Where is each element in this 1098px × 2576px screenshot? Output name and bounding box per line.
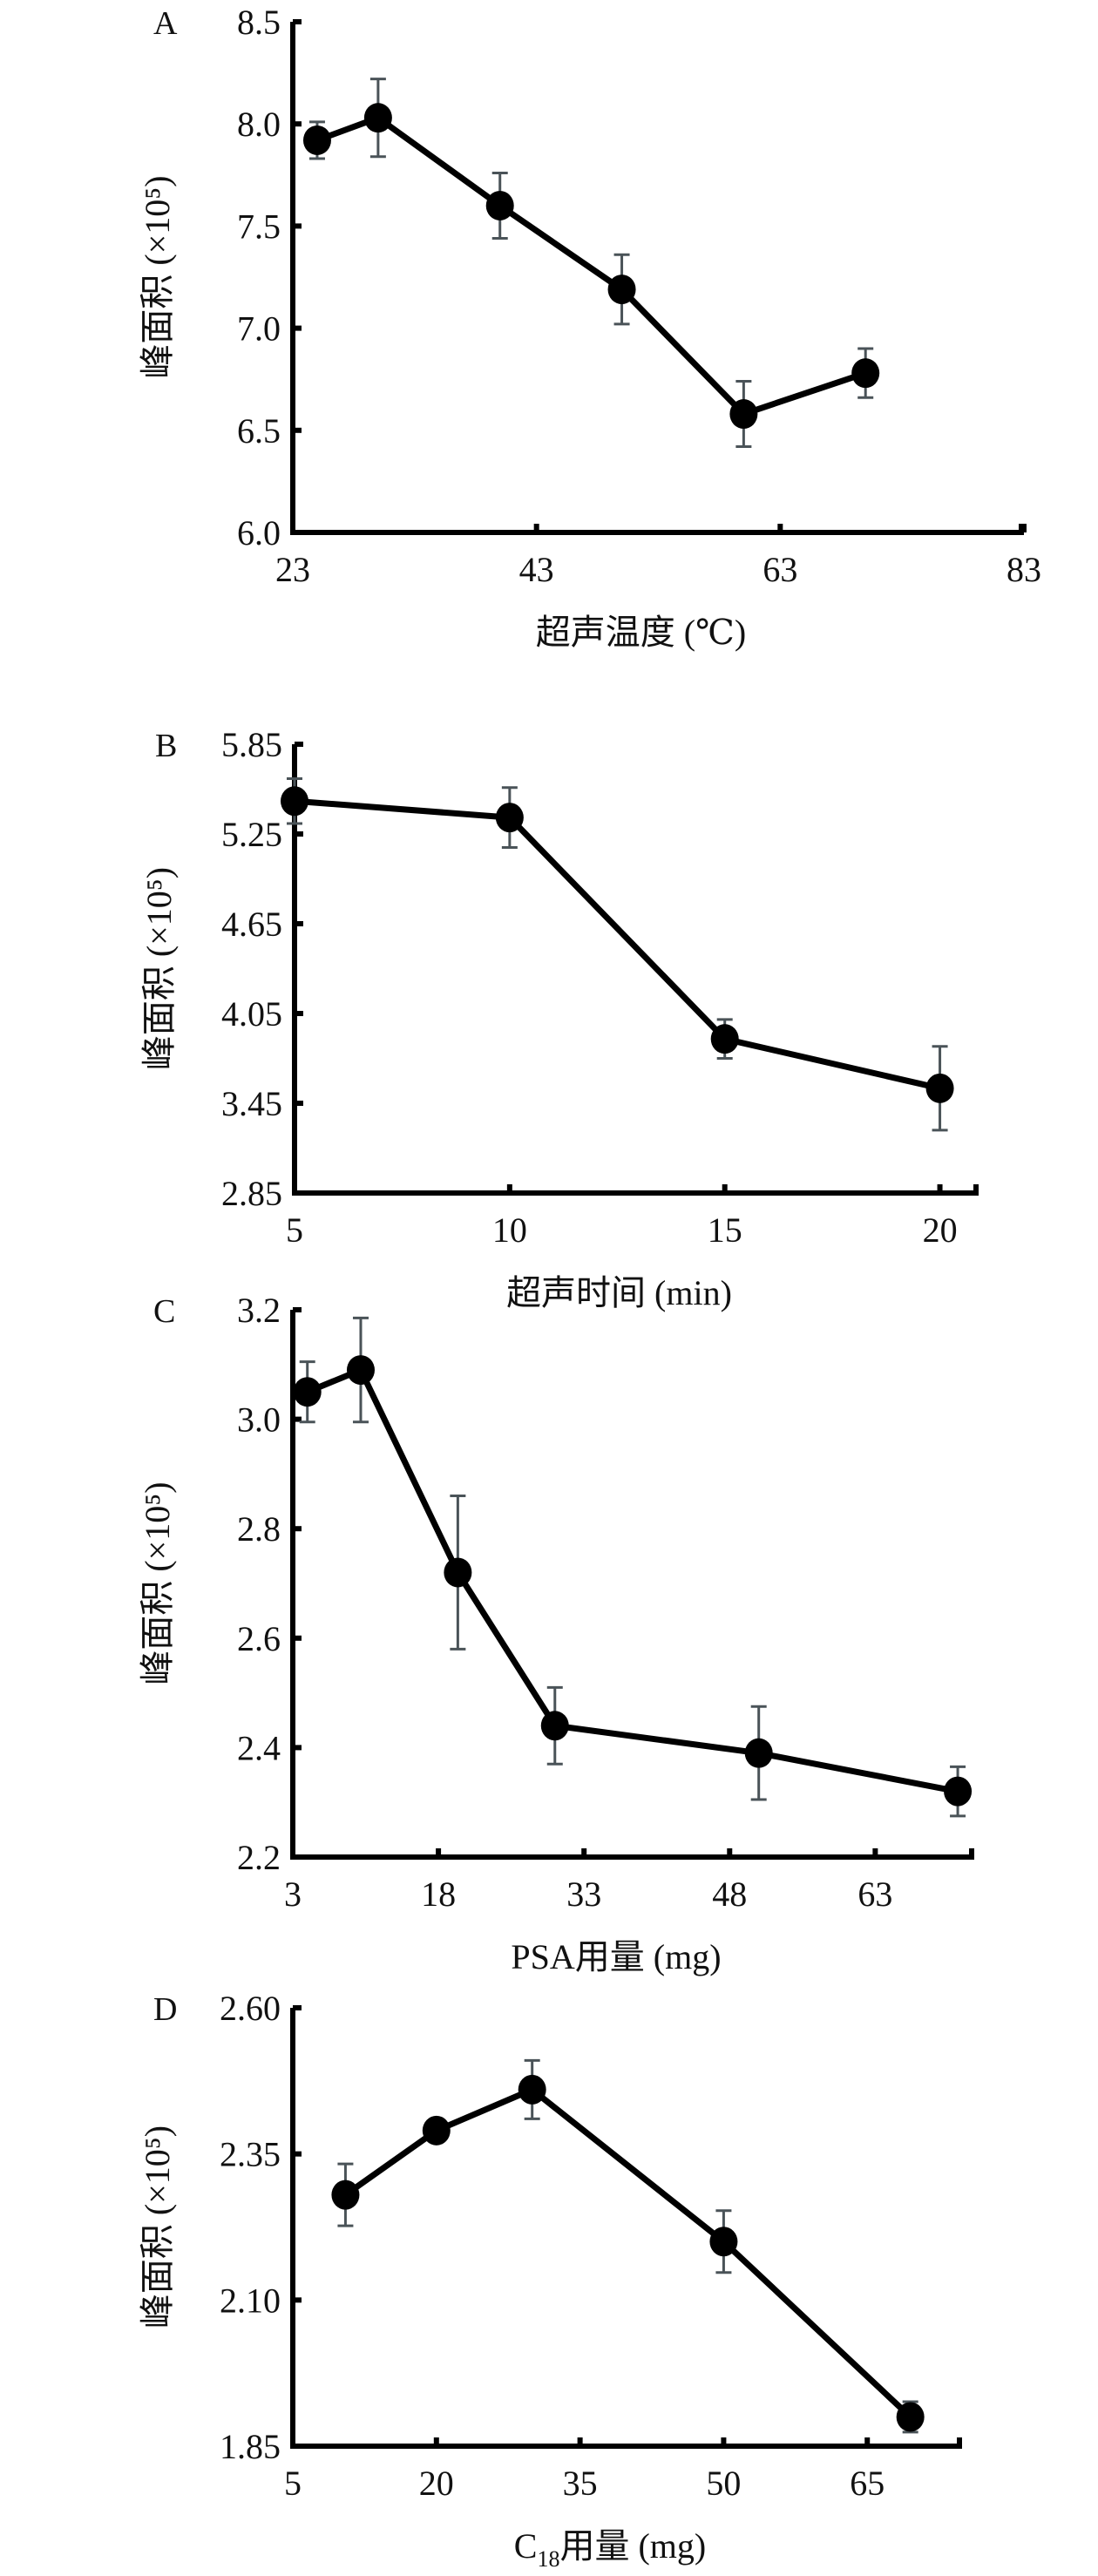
x-tick-label: 63	[857, 1874, 892, 1914]
y-tick-label: 3.45	[221, 1084, 282, 1123]
y-tick-label: 1.85	[220, 2427, 281, 2466]
data-point	[540, 1711, 569, 1741]
y-tick-label: 2.2	[237, 1838, 281, 1877]
x-tick-label: 83	[1006, 550, 1041, 589]
data-point	[710, 1024, 739, 1054]
y-tick-label: 7.5	[237, 207, 281, 246]
y-tick-label: 4.05	[221, 994, 282, 1034]
x-tick-label: 3	[284, 1874, 302, 1914]
data-point	[293, 1377, 322, 1407]
data-point	[281, 786, 308, 817]
y-tick-label: 2.10	[220, 2281, 281, 2320]
data-point	[744, 1738, 773, 1768]
data-point	[851, 358, 880, 389]
y-axis-label: 峰面积 (×10⁵)	[139, 867, 179, 1070]
x-tick-label: 10	[492, 1210, 527, 1250]
data-point	[363, 103, 392, 133]
data-point	[495, 803, 524, 833]
x-tick-label: 50	[706, 2464, 741, 2503]
y-tick-label: 7.0	[237, 309, 281, 349]
data-point	[302, 125, 331, 155]
x-tick-label: 20	[923, 1210, 958, 1250]
y-tick-label: 2.60	[220, 1989, 281, 2028]
series-line	[315, 114, 867, 417]
data-point	[607, 275, 636, 305]
chart-panel-b: 2.85 3.45 4.05 4.65 5.25 5.85 5 10 15 20 B 峰面积 (×10…	[139, 725, 979, 1312]
x-tick-label: 35	[563, 2464, 598, 2503]
y-tick-label: 5.25	[221, 815, 282, 854]
y-tick-label: 2.6	[237, 1619, 281, 1658]
panel-label: C	[153, 1293, 175, 1330]
y-axis-label: 峰面积 (×10⁵)	[138, 2125, 177, 2329]
data-point	[518, 2074, 546, 2105]
x-tick-label: 33	[566, 1874, 601, 1914]
data-point	[944, 1776, 973, 1807]
y-tick-label: 5.85	[221, 725, 282, 764]
x-tick-label: 20	[419, 2464, 454, 2503]
data-point	[709, 2227, 738, 2257]
series-line	[306, 1366, 959, 1795]
x-tick-label: 5	[286, 1210, 303, 1250]
x-axis-label-rest: 用量 (mg)	[559, 2526, 706, 2566]
chart-panel-d: 1.85 2.10 2.35 2.60 5 20 35 50 65 D 峰面积 (×10⁵) C18用…	[138, 1989, 962, 2572]
y-tick-label: 2.8	[237, 1509, 281, 1549]
panel-label: A	[153, 5, 178, 42]
data-point	[925, 1073, 954, 1103]
x-axis-label-subscript: 18	[537, 2546, 559, 2572]
x-tick-label: 65	[850, 2464, 884, 2503]
y-tick-label: 2.35	[220, 2135, 281, 2174]
data-point	[896, 2402, 925, 2432]
y-tick-label: 3.0	[237, 1400, 281, 1440]
x-tick-label: 5	[284, 2464, 302, 2503]
x-tick-label: 18	[421, 1874, 456, 1914]
data-point	[422, 2115, 451, 2146]
data-point	[444, 1557, 472, 1588]
chart-panel-c: 2.2 2.4 2.6 2.8 3.0 3.2 3 18 33 48 63 C 峰面积 (×10⁵) PS…	[138, 1291, 974, 1976]
panel-label: B	[155, 728, 177, 764]
x-tick-label: 43	[519, 550, 554, 589]
series-line	[294, 797, 941, 1092]
y-tick-label: 6.5	[237, 411, 281, 451]
x-tick-label: 48	[712, 1874, 747, 1914]
x-axis-label: PSA用量 (mg)	[511, 1937, 721, 1976]
y-tick-label: 6.0	[237, 513, 281, 552]
data-point	[485, 190, 514, 220]
x-tick-label: 63	[762, 550, 797, 589]
data-point	[331, 2179, 360, 2210]
x-axis-label: 超声温度 (℃)	[536, 613, 746, 652]
y-tick-label: 8.5	[237, 3, 281, 42]
panel-label: D	[153, 1991, 177, 2028]
y-tick-label: 8.0	[237, 105, 281, 144]
data-point	[729, 399, 758, 430]
x-axis-label: 超声时间 (min)	[506, 1273, 732, 1312]
y-tick-label: 2.4	[237, 1728, 281, 1767]
x-axis-label: C18用量 (mg)	[514, 2526, 706, 2572]
x-tick-label: 15	[708, 1210, 742, 1250]
y-tick-label: 4.65	[221, 905, 282, 944]
data-point	[346, 1355, 375, 1386]
y-tick-label: 2.85	[221, 1174, 282, 1213]
y-axis-label: 峰面积 (×10⁵)	[138, 1481, 177, 1685]
x-tick-label: 23	[275, 550, 310, 589]
y-tick-label: 3.2	[237, 1291, 281, 1330]
x-axis-label-main: C	[514, 2526, 538, 2566]
chart-panel-a: 6.0 6.5 7.0 7.5 8.0 8.5 23 43 63 83 A 峰面积 (×10⁵) 超声温…	[138, 3, 1041, 652]
y-axis-label: 峰面积 (×10⁵)	[138, 175, 177, 378]
